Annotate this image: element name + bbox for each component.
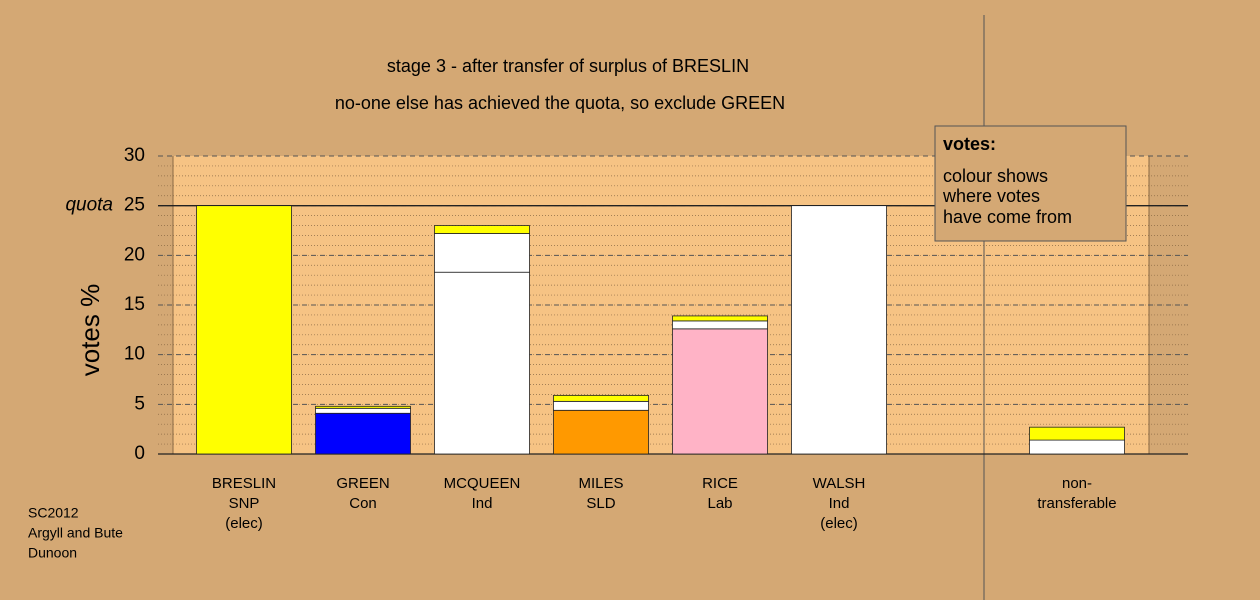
bar-segment [672,315,768,322]
y-tick-label: 0 [134,443,145,464]
quota-label: quota [65,195,113,216]
bar-segment [434,225,530,234]
note-line: colour shows [943,166,1048,186]
bar-segment [434,271,530,455]
x-tick-label: MCQUEEN [444,475,521,492]
note-line: where votes [942,186,1040,206]
x-tick-label: GREEN [336,475,389,492]
y-tick-label: 15 [124,294,145,315]
footer: SC2012 [28,505,79,521]
bar-segment [315,412,411,455]
x-tick-label: Ind [472,495,493,512]
chart-title: stage 3 - after transfer of surplus of B… [387,56,749,76]
bar-segment [791,205,887,455]
x-tick-label: WALSH [813,475,866,492]
x-tick-label: RICE [702,475,738,492]
x-tick-label: MILES [578,475,623,492]
bar-segment [553,400,649,411]
note-line: have come from [943,207,1072,227]
bar-segment [553,394,649,402]
bar-segment [1029,439,1125,455]
bar-segment [672,328,768,455]
y-axis-label: votes % [75,284,105,377]
x-tick-label: (elec) [225,515,263,532]
bar-segment [315,407,411,414]
x-tick-label: Con [349,495,377,512]
x-tick-label: Lab [707,495,732,512]
x-tick-label: SLD [586,495,615,512]
y-tick-label: 10 [124,344,145,365]
bar-segment [1029,426,1125,441]
x-tick-label: Ind [829,495,850,512]
footer: Argyll and Bute [28,525,123,541]
bar-segment [315,405,411,409]
y-tick-label: 30 [124,145,145,166]
bar-segment [672,320,768,330]
marks: 0 5 10 15 20 25 30 quota BRESLIN SNP (elec) GREEN Co… [65,145,1188,532]
chart-subtitle: no-one else has achieved the quota, so e… [335,93,785,113]
x-tick-label: transferable [1037,495,1116,512]
bar-segment [553,409,649,455]
y-tick-label: 5 [134,393,145,414]
bar-segment [434,233,530,273]
x-tick-label: (elec) [820,515,858,532]
x-tick-label: BRESLIN [212,475,276,492]
x-tick-label: SNP [229,495,260,512]
footer: Dunoon [28,545,77,561]
note-title: votes: [943,134,996,154]
note-box [934,125,1127,242]
y-tick-label: 25 [124,195,145,216]
x-tick-label: non- [1062,475,1092,492]
y-tick-label: 20 [124,244,145,265]
bar-segment [196,205,292,455]
